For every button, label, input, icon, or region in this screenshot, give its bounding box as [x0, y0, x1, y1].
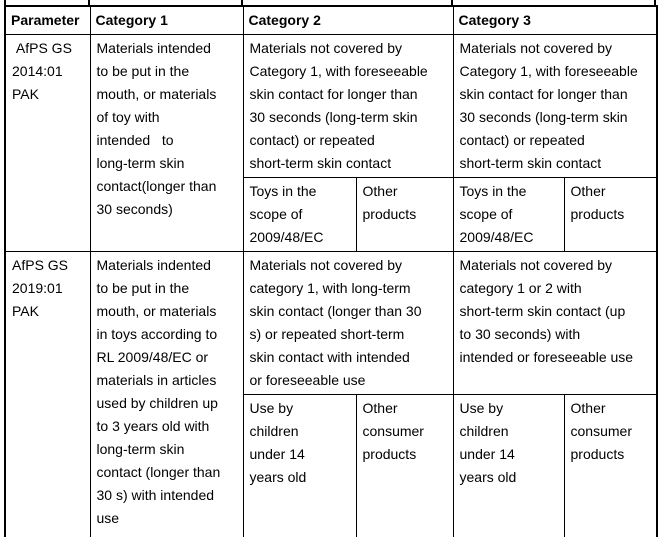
crop-artifact-tick — [4, 0, 6, 6]
cell-afps-2019-category2-children: Use by children under 14 years old — [242, 393, 357, 537]
cell-afps-2019-category1: Materials indented to be put in the mout… — [89, 250, 244, 537]
pah-category-table: Parameter Category 1 Category 2 Category… — [4, 5, 659, 537]
header-parameter: Parameter — [4, 5, 91, 35]
cell-afps-2019-category2-main: Materials not covered by category 1, wit… — [242, 250, 454, 395]
cell-afps-2014-parameter: AfPS GS 2014:01 PAK — [4, 33, 91, 252]
cell-afps-2014-category3-main: Materials not covered by Category 1, wit… — [452, 33, 658, 178]
table-row-afps-2019-main: AfPS GS 2019:01 PAK Materials indented t… — [4, 250, 658, 537]
cell-afps-2019-category3-children: Use by children under 14 years old — [452, 393, 565, 537]
table-row-afps-2014-main: AfPS GS 2014:01 PAK Materials intended t… — [4, 33, 658, 252]
cell-afps-2019-category2-other: Other consumer products — [355, 393, 454, 537]
cell-afps-2014-category3-toys: Toys in the scope of 2009/48/EC — [452, 176, 565, 252]
cell-afps-2019-category3-main: Materials not covered by category 1 or 2… — [452, 250, 658, 395]
crop-artifact-tick — [88, 0, 90, 6]
cell-afps-2014-category1: Materials intended to be put in the mout… — [89, 33, 244, 252]
cell-afps-2019-parameter: AfPS GS 2019:01 PAK — [4, 250, 91, 537]
cell-afps-2014-category2-toys: Toys in the scope of 2009/48/EC — [242, 176, 357, 252]
crop-artifact-tick — [241, 0, 243, 6]
table-header-row: Parameter Category 1 Category 2 Category… — [4, 5, 658, 35]
table-row-afps-2014-sub: Toys in the scope of 2009/48/EC Other pr… — [5, 176, 658, 252]
cell-afps-2019-category3-other: Other consumer products — [563, 393, 658, 537]
header-category-2: Category 2 — [242, 5, 454, 35]
header-category-3: Category 3 — [452, 5, 658, 35]
cell-afps-2014-category2-other: Other products — [355, 176, 454, 252]
crop-artifact-tick — [451, 0, 453, 6]
header-category-1: Category 1 — [89, 5, 244, 35]
crop-artifact-tick — [654, 0, 656, 6]
cell-afps-2014-category3-other: Other products — [563, 176, 658, 252]
table-row-afps-2019-sub: Use by children under 14 years old Other… — [5, 393, 658, 537]
cell-afps-2014-category2-main: Materials not covered by Category 1, wit… — [242, 33, 454, 178]
